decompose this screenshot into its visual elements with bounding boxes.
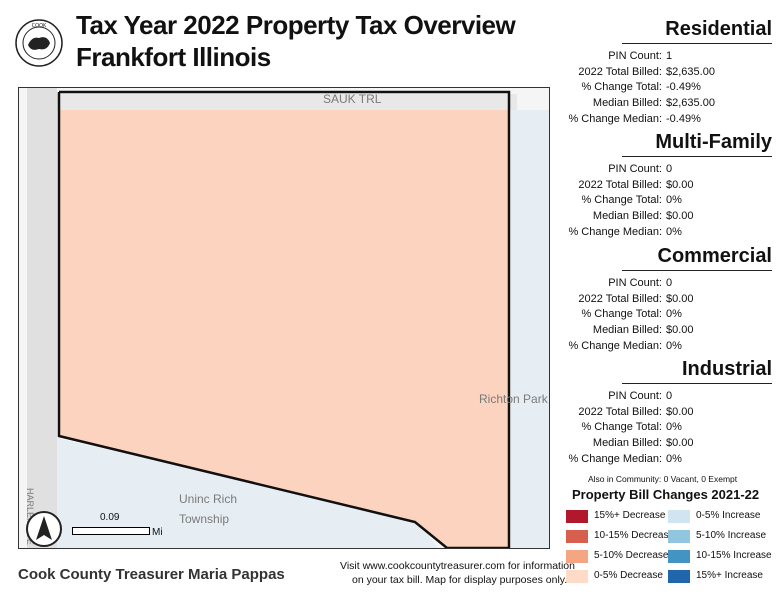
stat-label-pct-change-total: % Change Total:: [581, 308, 662, 321]
stat-label-pin-count: PIN Count:: [608, 163, 662, 175]
legend-swatch: [668, 550, 690, 563]
stat-label-pin-count: PIN Count:: [608, 277, 662, 289]
legend-swatch: [668, 510, 690, 523]
stat-value-total-billed: $0.00: [666, 178, 694, 191]
place-label-uninc-line1: Uninc Rich: [179, 492, 238, 506]
stat-value-pct-change-median: 0%: [666, 452, 682, 465]
footer-treasurer-name: Cook County Treasurer Maria Pappas: [18, 566, 285, 583]
page-subtitle: Frankfort Illinois: [76, 42, 271, 72]
section-title: Commercial: [657, 245, 773, 267]
stat-value-pin-count: 0: [666, 163, 673, 175]
stat-label-median-billed: Median Billed:: [592, 437, 662, 450]
section-divider: [622, 156, 772, 157]
stat-value-pct-change-total: 0%: [666, 421, 682, 434]
place-label-richton-park: Richton Park: [479, 392, 548, 406]
footer-note-line1: Visit www.cookcountytreasurer.com for in…: [340, 560, 575, 572]
legend-title: Property Bill Changes 2021-22: [572, 487, 760, 502]
stat-label-pct-change-total: % Change Total:: [581, 81, 662, 94]
stat-label-median-billed: Median Billed:: [592, 324, 662, 337]
section-divider: [622, 270, 772, 271]
place-label-uninc-line2: Township: [179, 512, 230, 526]
stat-label-pct-change-median: % Change Median:: [568, 339, 662, 352]
stat-label-pct-change-median: % Change Median:: [568, 452, 662, 465]
stat-label-pin-count: PIN Count:: [608, 390, 662, 402]
stat-value-pct-change-median: 0%: [666, 339, 682, 352]
legend-label: 0-5% Decrease: [594, 570, 663, 581]
stat-value-median-billed: $2,635.00: [666, 97, 715, 110]
stat-value-total-billed: $2,635.00: [666, 65, 715, 78]
svg-text:COOK: COOK: [32, 23, 47, 29]
legend-swatch: [566, 570, 588, 583]
legend-label: 15%+ Decrease: [594, 510, 666, 521]
also-in-community: Also in Community: 0 Vacant, 0 Exempt: [588, 474, 738, 484]
stat-label-total-billed: 2022 Total Billed:: [578, 65, 662, 78]
county-seal-logo: COOK: [14, 18, 64, 68]
stat-label-pct-change-total: % Change Total:: [581, 421, 662, 434]
legend-label: 15%+ Increase: [696, 570, 763, 581]
scale-value: 0.09: [100, 512, 120, 523]
stat-value-median-billed: $0.00: [666, 210, 694, 223]
stat-value-median-billed: $0.00: [666, 437, 694, 450]
section-divider: [622, 43, 772, 44]
stat-label-total-billed: 2022 Total Billed:: [578, 292, 662, 305]
legend-swatch: [566, 530, 588, 543]
stat-value-median-billed: $0.00: [666, 324, 694, 337]
stat-label-median-billed: Median Billed:: [592, 97, 662, 110]
stat-label-pct-change-median: % Change Median:: [568, 112, 662, 125]
stat-label-pct-change-median: % Change Median:: [568, 225, 662, 238]
legend-label: 0-5% Increase: [696, 510, 761, 521]
map-frame: SAUK TRL Richton Park Uninc Rich Townshi…: [18, 87, 550, 549]
stat-value-pin-count: 1: [666, 50, 673, 62]
legend-swatch: [566, 550, 588, 563]
scale-unit: Mi: [152, 527, 163, 538]
legend-label: 10-15% Decrease: [594, 530, 675, 541]
map-canvas: [19, 88, 549, 548]
stat-value-pct-change-median: -0.49%: [666, 112, 701, 125]
legend-label: 10-15% Increase: [696, 550, 772, 561]
north-arrow-icon: [24, 509, 64, 549]
footer-note-line2: on your tax bill. Map for display purpos…: [352, 574, 568, 586]
stat-value-total-billed: $0.00: [666, 405, 694, 418]
road-label-sauk-trl: SAUK TRL: [323, 92, 382, 106]
stat-label-pin-count: PIN Count:: [608, 50, 662, 62]
stat-label-total-billed: 2022 Total Billed:: [578, 178, 662, 191]
legend-swatch: [668, 530, 690, 543]
stat-value-total-billed: $0.00: [666, 292, 694, 305]
section-title: Multi-Family: [655, 131, 772, 153]
stat-value-pct-change-total: -0.49%: [666, 81, 701, 94]
stat-label-total-billed: 2022 Total Billed:: [578, 405, 662, 418]
stat-value-pin-count: 0: [666, 390, 673, 402]
scale-bar: [72, 527, 150, 535]
stat-label-pct-change-total: % Change Total:: [581, 194, 662, 207]
legend-label: 5-10% Decrease: [594, 550, 669, 561]
stat-label-median-billed: Median Billed:: [592, 210, 662, 223]
stat-value-pct-change-total: 0%: [666, 308, 682, 321]
stat-value-pct-change-total: 0%: [666, 194, 682, 207]
page-title: Tax Year 2022 Property Tax Overview: [76, 10, 516, 40]
section-title: Industrial: [681, 358, 772, 380]
stat-value-pin-count: 0: [666, 277, 673, 289]
legend-swatch: [566, 510, 588, 523]
legend-label: 5-10% Increase: [696, 530, 767, 541]
section-title: Residential: [665, 18, 772, 40]
section-divider: [622, 383, 772, 384]
legend-swatch: [668, 570, 690, 583]
stat-value-pct-change-median: 0%: [666, 225, 682, 238]
